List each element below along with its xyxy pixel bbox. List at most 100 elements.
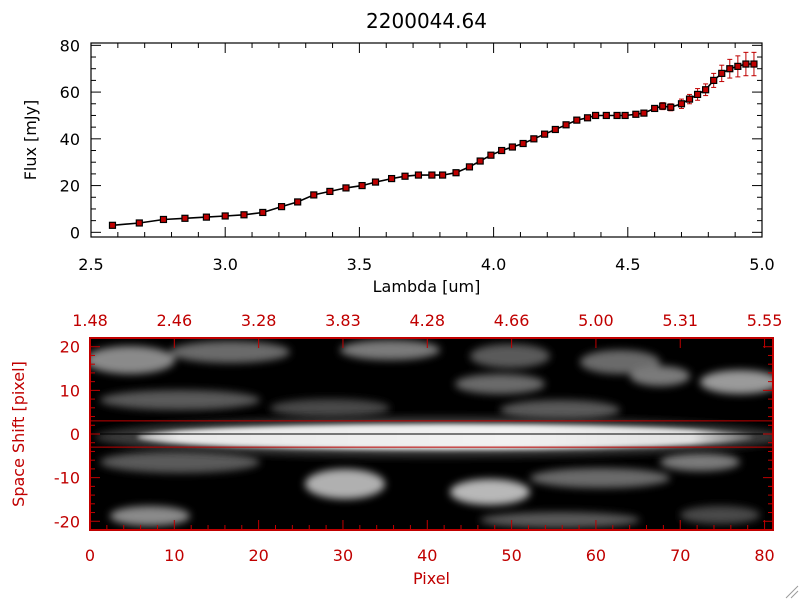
- x-tick-label: 2.5: [78, 255, 103, 274]
- data-point: [742, 60, 750, 68]
- spectrum-axes: [90, 42, 763, 238]
- data-point: [693, 90, 702, 99]
- data-point: [202, 213, 211, 221]
- data-point: [498, 146, 506, 155]
- data-point: [562, 121, 570, 129]
- x-tick-label: 5.0: [749, 255, 774, 274]
- chart-title: 2200044.64: [366, 9, 487, 33]
- x-tick-label: 3.0: [212, 255, 237, 274]
- y-axis-label: Flux [mJy]: [21, 100, 40, 181]
- data-point: [573, 116, 581, 124]
- pixel-axis-label: Pixel: [413, 569, 450, 588]
- space-shift-tick-label: -10: [54, 469, 80, 488]
- data-point: [476, 157, 484, 165]
- data-point: [613, 111, 621, 120]
- data-point: [583, 114, 592, 122]
- x-axis-label: Lambda [um]: [373, 277, 481, 296]
- data-point: [487, 151, 495, 159]
- pixel-tick-label: 60: [586, 546, 606, 565]
- data-point: [591, 111, 600, 120]
- spectrum-chart: 2200044.64 2.5 3.0 3.5 4.0 4.5 5.0 0 20 40 60 80 L…: [21, 9, 775, 296]
- pixel-tick-label: 70: [670, 546, 690, 565]
- data-point: [342, 184, 350, 192]
- data-point: [659, 102, 667, 110]
- data-point: [240, 211, 248, 219]
- x-tick-label: 4.0: [481, 255, 506, 274]
- spectral-image-panel: 0 10 20 30 40 50 60 70 80 1.48 2.46 3.28 3.83 4.28 4.6…: [9, 311, 783, 588]
- data-point: [221, 212, 229, 220]
- data-point: [388, 174, 396, 183]
- wavelength-tick-label: 3.28: [241, 311, 277, 330]
- spectrum-tick-labels: 2.5 3.0 3.5 4.0 4.5 5.0 0 20 40 60 80: [60, 36, 775, 274]
- wavelength-tick-label: 4.28: [409, 311, 445, 330]
- data-point: [734, 62, 742, 70]
- data-point: [677, 100, 686, 108]
- data-point: [414, 171, 423, 179]
- spectrum-line: [112, 63, 754, 227]
- space-shift-tick-label: 20: [60, 338, 80, 357]
- data-point: [371, 178, 380, 186]
- data-point: [159, 215, 168, 224]
- data-point: [640, 109, 648, 117]
- data-point: [135, 219, 143, 227]
- data-point: [310, 191, 318, 199]
- resize-grip-icon[interactable]: [785, 585, 799, 599]
- x-tick-label: 4.5: [615, 255, 640, 274]
- data-point: [718, 69, 726, 77]
- data-point: [259, 208, 267, 217]
- y-tick-label: 80: [60, 36, 80, 55]
- pixel-tick-label: 20: [248, 546, 268, 565]
- data-point: [685, 95, 694, 103]
- space-shift-axis-label: Space Shift [pixel]: [9, 361, 28, 507]
- data-point: [750, 60, 758, 68]
- data-point: [277, 203, 286, 211]
- pixel-tick-label: 30: [333, 546, 353, 565]
- spectrum-errorbars: [641, 51, 757, 116]
- pixel-tick-label: 40: [417, 546, 437, 565]
- data-point: [401, 172, 409, 180]
- data-point: [530, 135, 538, 143]
- data-point: [181, 214, 189, 222]
- data-point: [358, 181, 366, 190]
- pixel-tick-label: 80: [754, 546, 774, 565]
- data-point: [632, 110, 640, 118]
- spectral-image-tick-labels: 0 10 20 30 40 50 60 70 80 1.48 2.46 3.28 3.83 4.28 4.6…: [54, 311, 783, 565]
- space-shift-tick-label: -20: [54, 512, 80, 531]
- data-point: [508, 143, 516, 151]
- data-point: [710, 76, 718, 84]
- data-point: [326, 187, 334, 196]
- x-tick-label: 3.5: [347, 255, 372, 274]
- data-point: [621, 111, 629, 120]
- space-shift-tick-label: 10: [60, 381, 80, 400]
- space-shift-tick-label: 0: [70, 425, 80, 444]
- data-point: [726, 65, 734, 73]
- data-point: [651, 104, 659, 113]
- data-point: [294, 198, 302, 206]
- data-point: [702, 86, 710, 94]
- wavelength-tick-label: 2.46: [157, 311, 193, 330]
- y-tick-label: 20: [60, 177, 80, 196]
- spectral-image-axes: [89, 337, 774, 531]
- data-point: [452, 169, 460, 177]
- y-tick-label: 0: [70, 223, 80, 242]
- wavelength-tick-label: 3.83: [325, 311, 361, 330]
- data-point: [667, 103, 675, 111]
- pixel-tick-label: 0: [85, 546, 95, 565]
- y-tick-label: 60: [60, 83, 80, 102]
- data-point: [540, 130, 549, 138]
- data-point: [602, 111, 610, 120]
- plot-frame: [90, 42, 763, 238]
- pixel-tick-label: 10: [164, 546, 184, 565]
- wavelength-tick-label: 5.00: [578, 311, 614, 330]
- wavelength-tick-label: 5.31: [662, 311, 698, 330]
- y-tick-label: 40: [60, 130, 80, 149]
- wavelength-tick-label: 1.48: [72, 311, 108, 330]
- data-point: [519, 139, 527, 148]
- data-point: [551, 125, 559, 134]
- wavelength-tick-label: 5.55: [747, 311, 783, 330]
- data-point: [465, 163, 474, 171]
- data-point: [428, 171, 436, 179]
- wavelength-tick-label: 4.66: [494, 311, 530, 330]
- data-point: [439, 171, 447, 179]
